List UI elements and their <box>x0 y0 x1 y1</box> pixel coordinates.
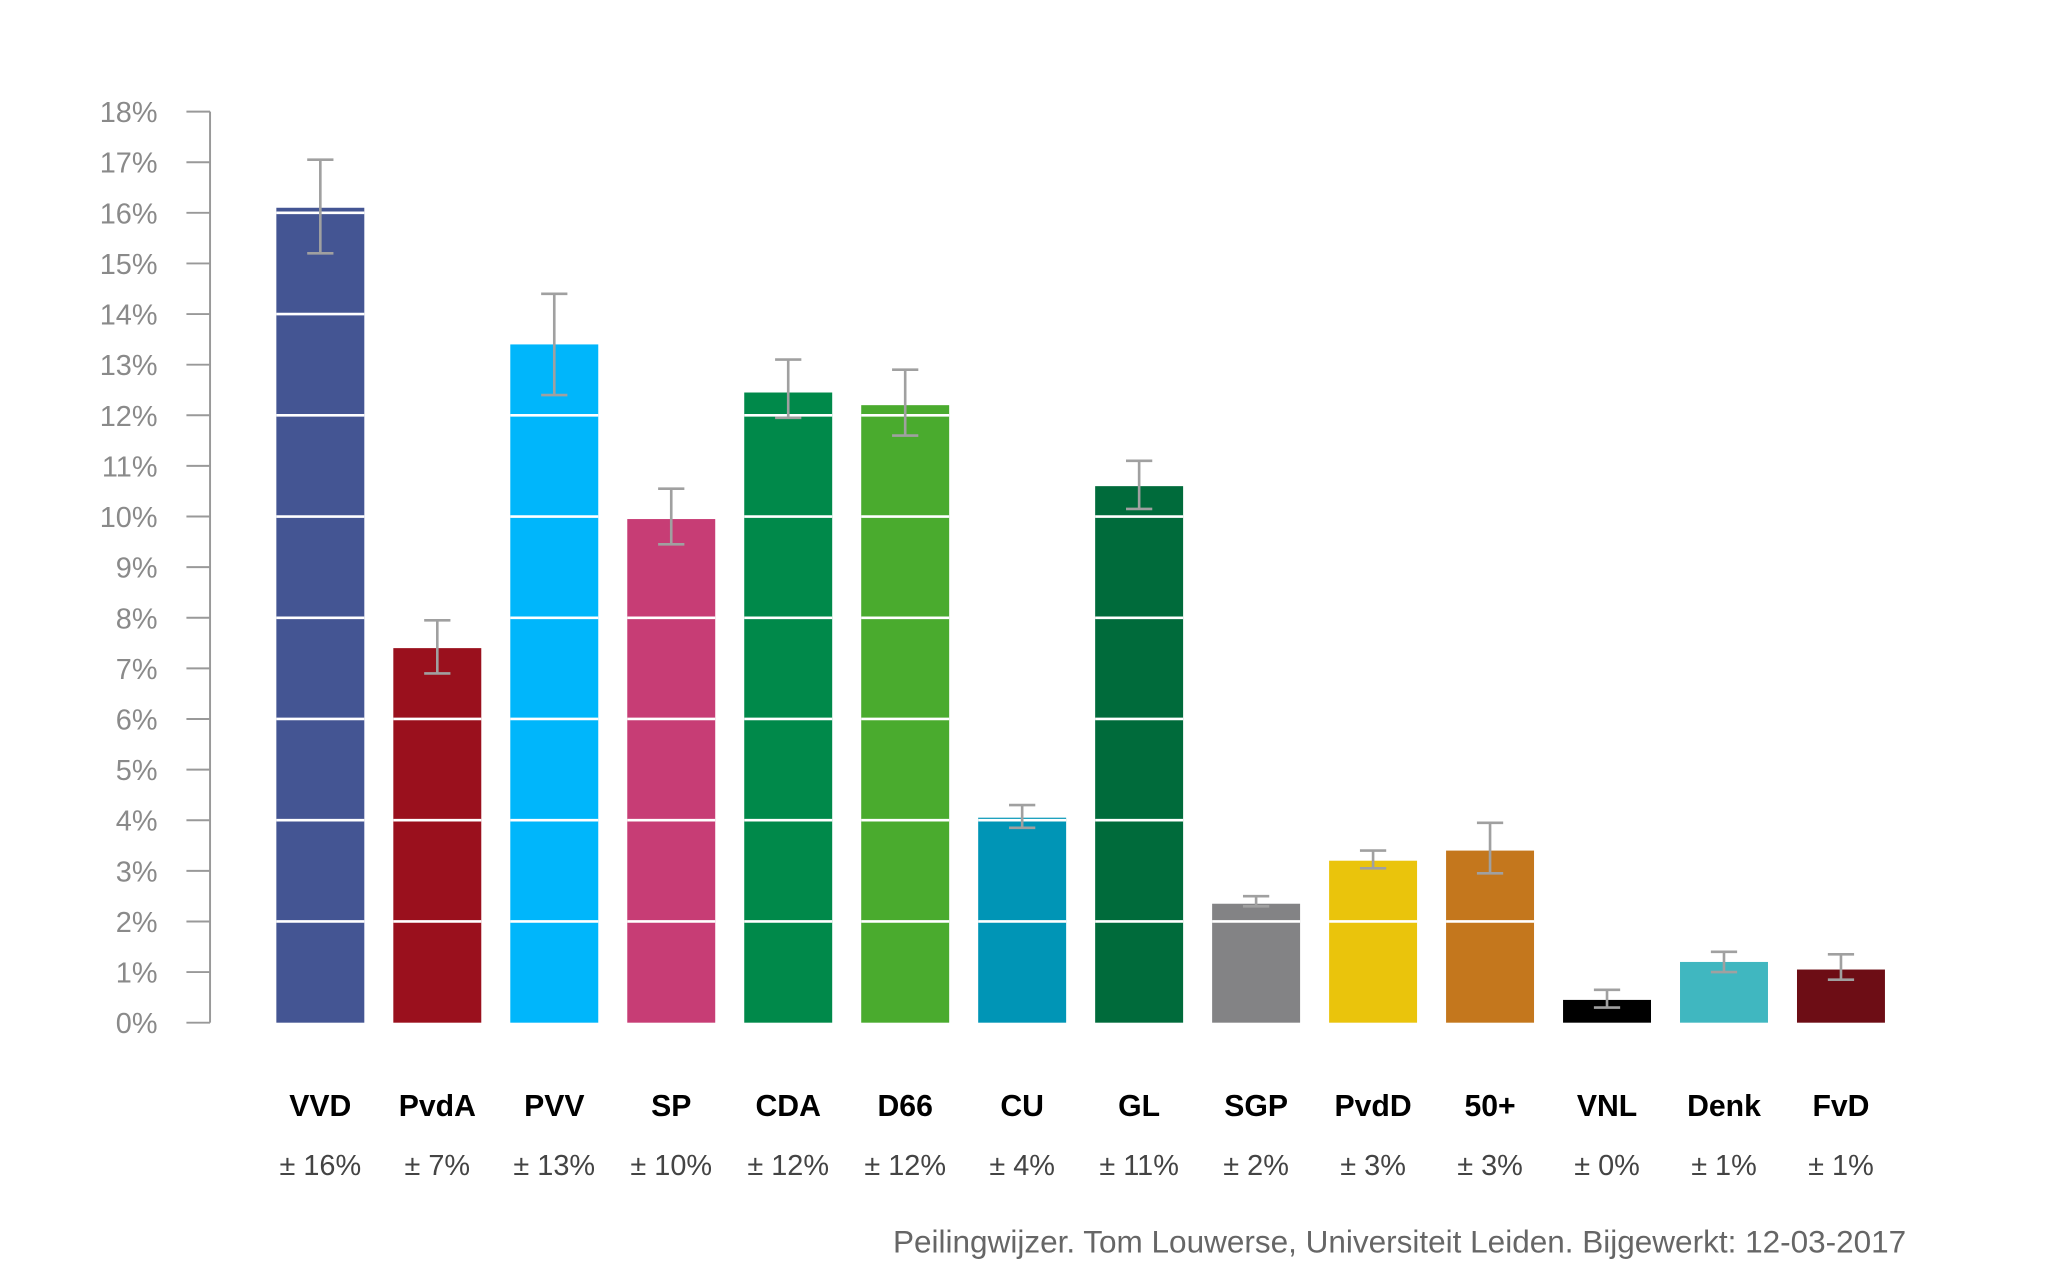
y-tick-label: 1% <box>116 958 158 990</box>
y-tick-label: 8% <box>116 603 158 635</box>
party-label: SP <box>651 1090 691 1123</box>
y-tick-label: 9% <box>116 553 158 585</box>
margin-label: ± 1% <box>1691 1150 1757 1182</box>
margin-label: ± 7% <box>404 1150 470 1182</box>
party-label: PvdA <box>399 1090 476 1123</box>
y-tick-label: 14% <box>100 300 158 332</box>
y-tick-label: 15% <box>100 249 158 281</box>
y-tick-label: 17% <box>100 148 158 180</box>
bar-sgp <box>1212 903 1301 1023</box>
bar-cda <box>744 392 833 1023</box>
bar-vnl <box>1563 999 1652 1023</box>
y-tick-label: 2% <box>116 907 158 939</box>
margin-label: ± 4% <box>989 1150 1055 1182</box>
y-tick-label: 5% <box>116 755 158 787</box>
margin-label: ± 3% <box>1340 1150 1406 1182</box>
bar-pvv <box>510 344 599 1023</box>
y-tick-label: 6% <box>116 704 158 736</box>
margin-label: ± 12% <box>747 1150 829 1182</box>
party-label: 50+ <box>1464 1090 1515 1123</box>
margin-label: ± 0% <box>1574 1150 1640 1182</box>
bar-vvd <box>276 207 365 1023</box>
bar-pvdd <box>1329 860 1418 1023</box>
y-tick-label: 11% <box>102 451 158 483</box>
x-labels: VVD ± 16% PvdA ± 7% PVV ± 13% SP ± 10% CDA ± 12% D… <box>279 1090 1873 1182</box>
party-label: CU <box>1000 1090 1044 1123</box>
margin-label: ± 3% <box>1457 1150 1523 1182</box>
party-label: PvdD <box>1334 1090 1411 1123</box>
y-axis: 0% 1% 2% 3% 4% 5% 6% 7% 8% 9% 10% 11% 12% 13% 14% 15% 16… <box>100 97 212 1040</box>
y-tick-label: 10% <box>100 502 158 534</box>
bar-pvda <box>393 648 482 1023</box>
margin-label: ± 10% <box>630 1150 712 1182</box>
y-tick-label: 18% <box>100 97 158 129</box>
y-tick-label: 4% <box>116 806 158 838</box>
margin-label: ± 16% <box>279 1150 361 1182</box>
footer-credit: Peilingwijzer. Tom Louwerse, Universitei… <box>893 1223 1906 1259</box>
margin-label: ± 11% <box>1099 1150 1179 1182</box>
y-tick-label: 16% <box>100 198 158 230</box>
party-label: D66 <box>877 1090 932 1123</box>
margin-label: ± 1% <box>1808 1150 1874 1182</box>
party-label: VNL <box>1577 1090 1637 1123</box>
party-label: FvD <box>1812 1090 1869 1123</box>
y-tick-label: 0% <box>116 1008 158 1040</box>
party-label: PVV <box>524 1090 584 1123</box>
bar-gl <box>1095 486 1184 1023</box>
bar-50 <box>1446 850 1535 1023</box>
party-label: CDA <box>756 1090 821 1123</box>
bar-sp <box>627 519 716 1023</box>
y-tick-label: 7% <box>116 654 158 686</box>
margin-label: ± 12% <box>864 1150 946 1182</box>
party-label: Denk <box>1687 1090 1761 1123</box>
y-tick-label: 12% <box>100 401 158 433</box>
bar-d66 <box>861 405 950 1023</box>
party-label: SGP <box>1224 1090 1288 1123</box>
margin-label: ± 2% <box>1223 1150 1289 1182</box>
bars <box>276 158 1885 1023</box>
y-tick-label: 13% <box>100 350 158 382</box>
margin-label: ± 13% <box>513 1150 595 1182</box>
y-tick-label: 3% <box>116 856 158 888</box>
party-label: GL <box>1118 1090 1160 1123</box>
party-label: VVD <box>289 1090 351 1123</box>
